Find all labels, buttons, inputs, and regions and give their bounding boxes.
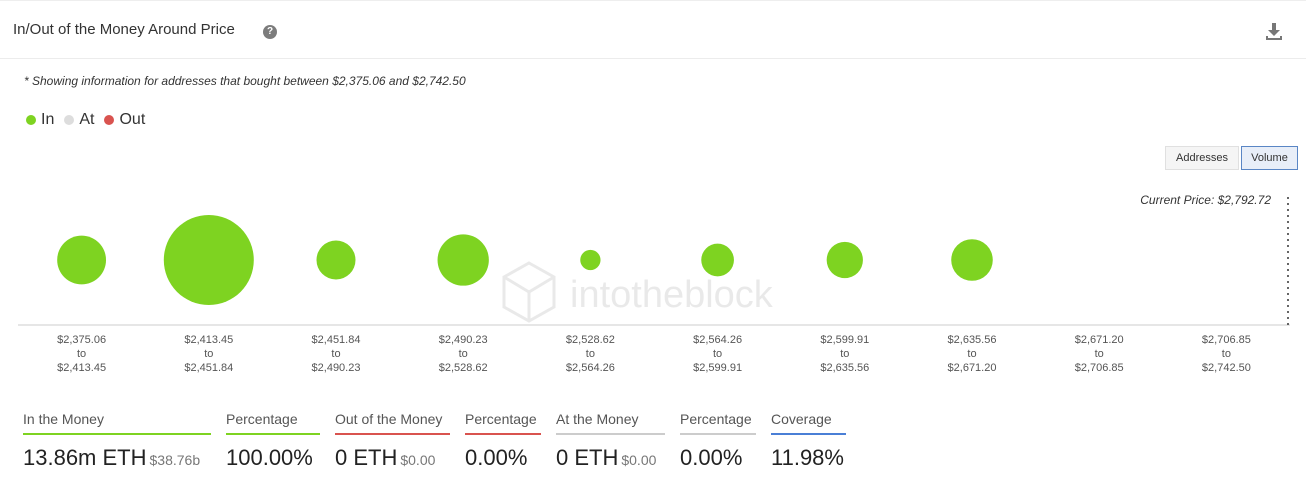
tick-label-10-to: $2,742.50 [1202,362,1251,374]
stat-value-at-percentage: 0.00% [680,445,756,471]
tick-label-7-to-word: to [840,348,849,360]
volume-toggle-button[interactable]: Volume [1241,146,1298,170]
stat-main-value: 11.98% [771,445,844,470]
tick-label-7-from: $2,599.91 [820,334,869,346]
stat-coverage: Coverage 11.98% [771,407,846,471]
bubble-5[interactable] [580,249,601,271]
tick-label-5-from: $2,528.62 [566,334,615,346]
tick-label-8-to-word: to [967,348,976,360]
legend-item-out[interactable]: Out [104,111,145,129]
stat-main-value: 100.00% [226,445,313,470]
stat-main-value: 0 ETH [556,445,619,470]
stat-main-value: 13.86m ETH [23,445,147,470]
legend-item-in[interactable]: In [26,111,54,129]
stat-sub-value: $0.00 [400,452,436,468]
tick-label-1-from: $2,375.06 [57,334,106,346]
tick-label-5-to-word: to [586,348,595,360]
legend-dot-at [64,115,75,125]
legend-dot-out [104,115,115,125]
stat-main-value: 0.00% [465,445,528,470]
stat-value-in-percentage: 100.00% [226,445,320,471]
bubble-6[interactable] [701,243,734,277]
tick-label-2-from: $2,413.45 [184,334,233,346]
legend-label-at: At [79,111,95,128]
stat-value-out-of-the-money: 0 ETH $0.00 [335,445,450,471]
tick-label-6-to-word: to [713,348,722,360]
legend-dot-in [26,115,36,125]
bubble-1[interactable] [57,235,107,285]
tick-label-9-to: $2,706.85 [1075,362,1124,374]
legend: In At Out [26,111,145,129]
watermark: intotheblock [502,261,774,323]
stat-value-out-percentage: 0.00% [465,445,541,471]
tick-label-6-from: $2,564.26 [693,334,742,346]
stat-in-the-money: In the Money 13.86m ETH $38.76b [23,407,211,471]
tick-label-1-to: $2,413.45 [57,362,106,374]
stat-main-value: 0 ETH [335,445,398,470]
bubble-8[interactable] [951,239,993,281]
tick-label-6-to: $2,599.91 [693,362,742,374]
tick-label-2-to-word: to [204,348,213,360]
legend-item-at[interactable]: At [64,111,94,129]
card-header: In/Out of the Money Around Price ? [0,1,1306,59]
tick-label-10-from: $2,706.85 [1202,334,1251,346]
stat-sub-value: $0.00 [621,452,657,468]
tick-label-2-to: $2,451.84 [184,362,233,374]
legend-label-out: Out [119,111,146,128]
bubble-3[interactable] [316,240,356,280]
stat-label-at-the-money: At the Money [556,407,665,435]
tick-label-9-from: $2,671.20 [1075,334,1124,346]
watermark-text: intotheblock [570,274,774,316]
stat-out-percentage: Percentage 0.00% [465,407,541,471]
bubble-7[interactable] [826,241,863,279]
tick-label-3-to-word: to [331,348,340,360]
tick-label-4-to-word: to [459,348,468,360]
stat-label-in-the-money: In the Money [23,407,211,435]
stat-at-percentage: Percentage 0.00% [680,407,756,471]
tick-label-8-to: $2,671.20 [948,362,997,374]
tick-label-4-from: $2,490.23 [439,334,488,346]
download-icon[interactable] [1264,21,1284,41]
bubble-chart: intotheblock $2,375.06 to $2,413.45 $2,413.… [18,197,1290,374]
legend-label-in: In [41,111,55,128]
bubble-4[interactable] [437,234,489,286]
watermark-logo-icon [502,261,556,323]
stat-value-in-the-money: 13.86m ETH $38.76b [23,445,211,471]
stat-out-of-the-money: Out of the Money 0 ETH $0.00 [335,407,450,471]
range-note: * Showing information for addresses that… [24,74,466,88]
stat-label-in-percentage: Percentage [226,407,320,435]
tick-label-5-to: $2,564.26 [566,362,615,374]
tick-label-3-from: $2,451.84 [312,334,361,346]
tick-label-4-to: $2,528.62 [439,362,488,374]
tick-label-7-to: $2,635.56 [820,362,869,374]
bubble-2[interactable] [163,215,254,305]
current-price-label: Current Price: $2,792.72 [1140,193,1271,207]
stat-label-coverage: Coverage [771,407,846,435]
tick-label-3-to: $2,490.23 [312,362,361,374]
stat-value-at-the-money: 0 ETH $0.00 [556,445,665,471]
stat-main-value: 0.00% [680,445,743,470]
stat-at-the-money: At the Money 0 ETH $0.00 [556,407,665,471]
stats-row: In the Money 13.86m ETH $38.76b Percentage 1… [0,407,1306,487]
addresses-toggle-button[interactable]: Addresses [1165,146,1239,170]
stat-label-out-percentage: Percentage [465,407,541,435]
stat-label-out-of-the-money: Out of the Money [335,407,450,435]
card-title: In/Out of the Money Around Price [13,21,235,38]
stat-label-at-percentage: Percentage [680,407,756,435]
stat-value-coverage: 11.98% [771,445,846,471]
tick-label-1-to-word: to [77,348,86,360]
stat-in-percentage: Percentage 100.00% [226,407,320,471]
stat-sub-value: $38.76b [149,452,201,468]
tick-label-9-to-word: to [1095,348,1104,360]
tick-label-10-to-word: to [1222,348,1231,360]
question-circle-icon[interactable]: ? [263,25,277,39]
tick-label-8-from: $2,635.56 [948,334,997,346]
